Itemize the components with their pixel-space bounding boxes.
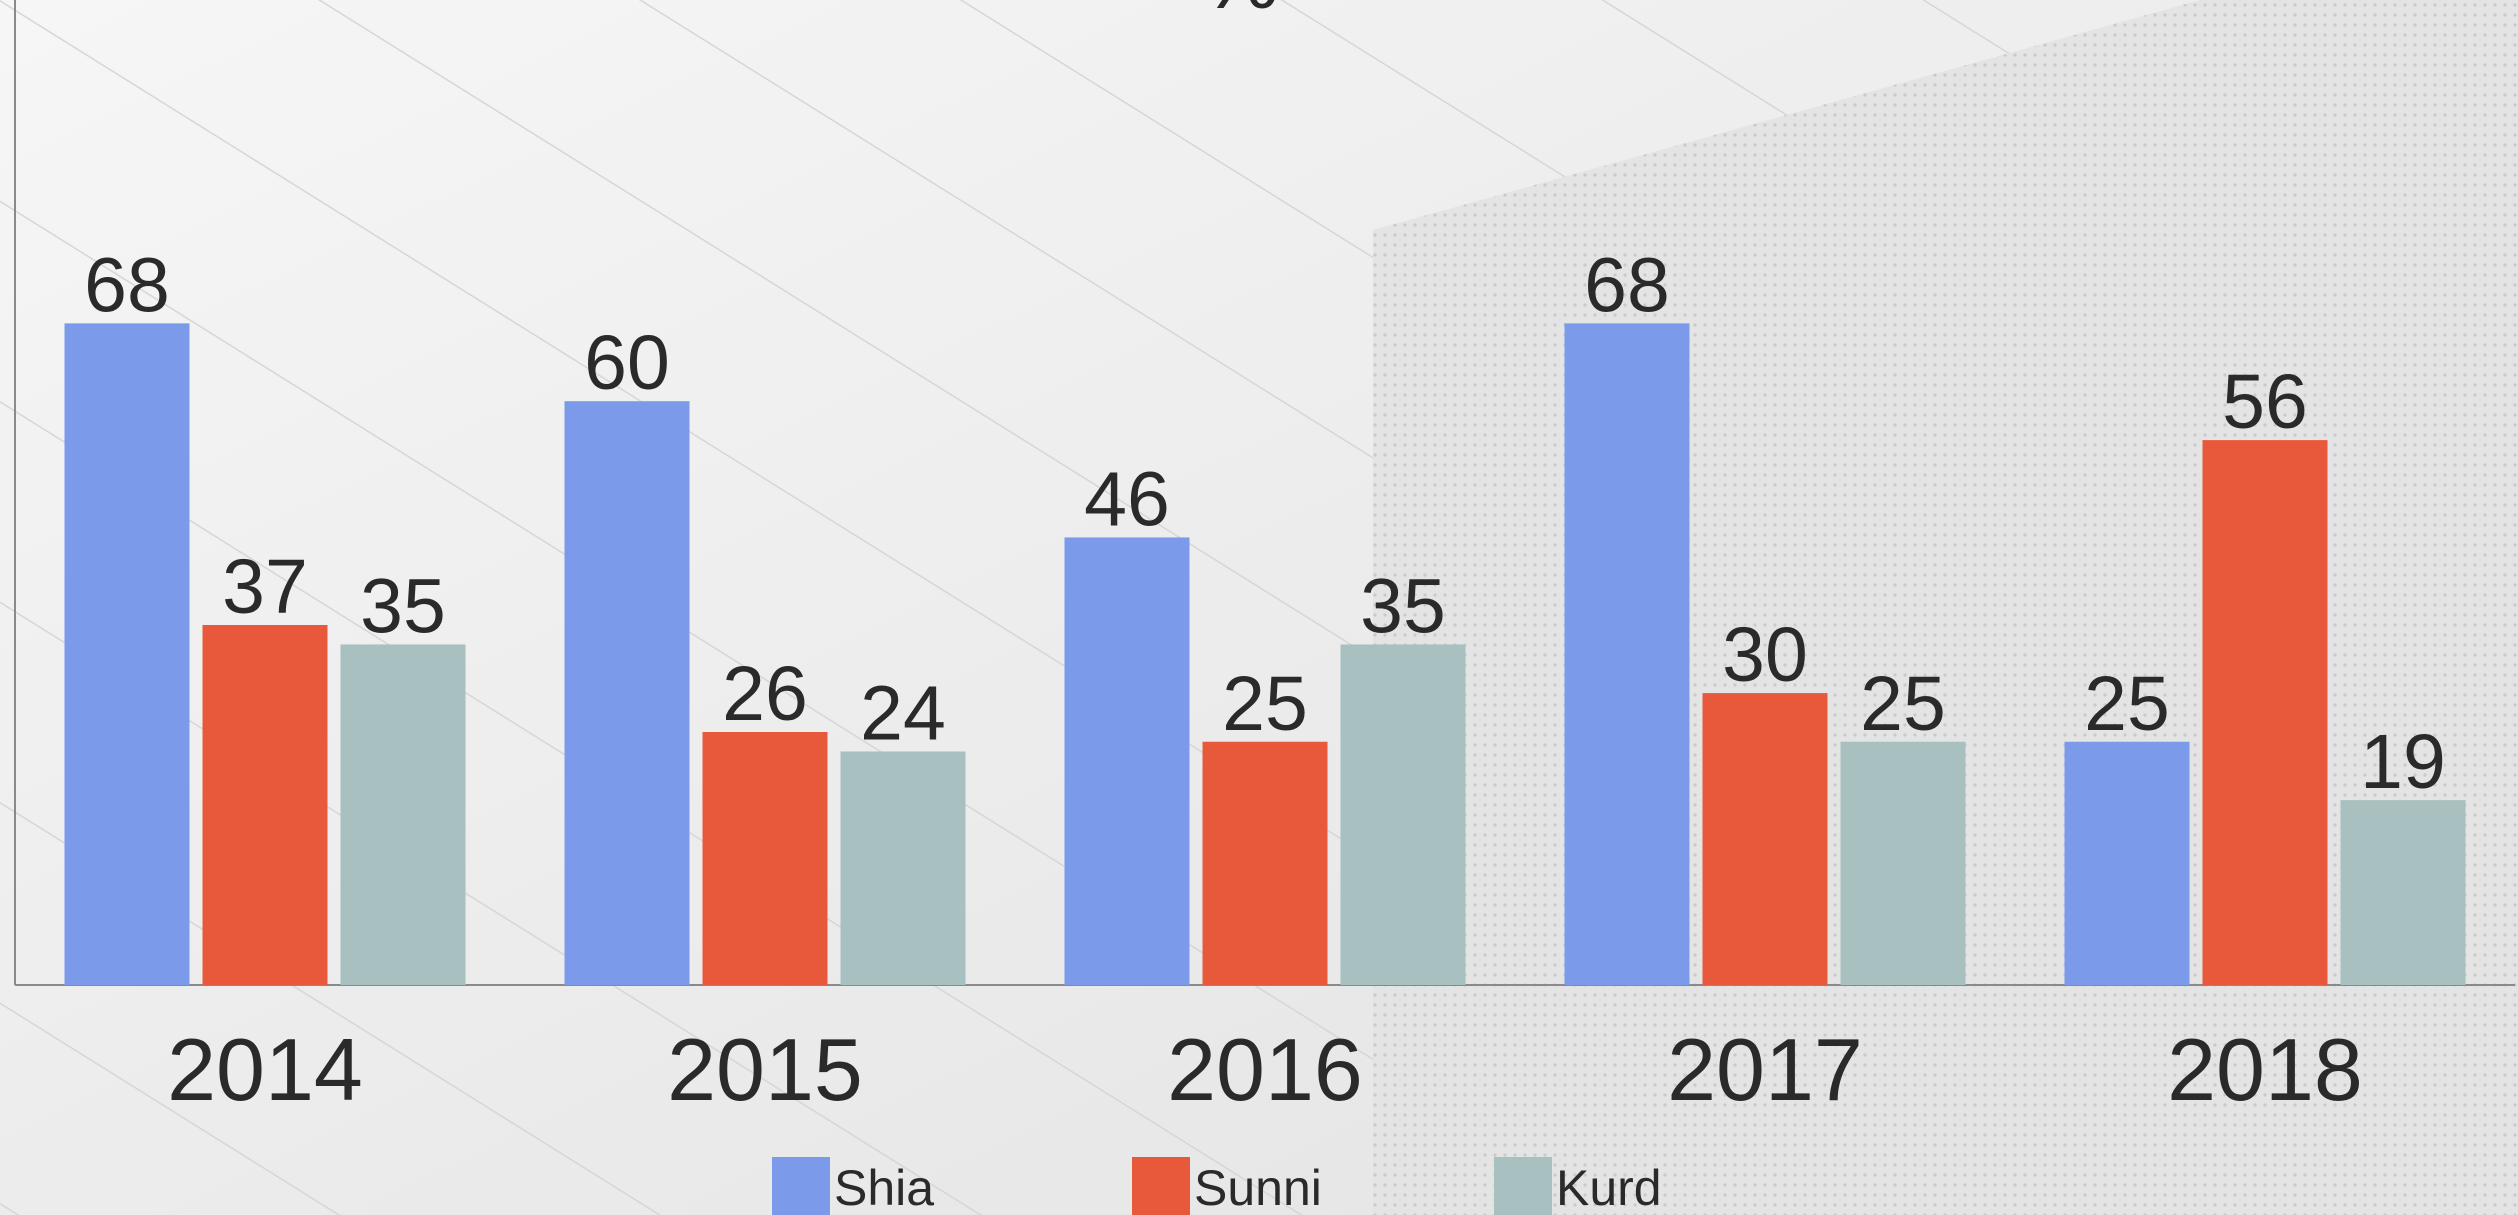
bar xyxy=(1202,741,1328,985)
x-tick-label: 2015 xyxy=(667,1020,863,1119)
data-label: 19 xyxy=(2360,719,2446,805)
x-tick-label: 2018 xyxy=(2167,1020,2363,1119)
x-tick-label: 2016 xyxy=(1167,1020,1363,1119)
bar xyxy=(64,323,190,985)
data-label: 30 xyxy=(1722,612,1808,698)
bar xyxy=(1840,741,1966,985)
bar xyxy=(1702,693,1828,985)
legend-swatch xyxy=(772,1157,830,1215)
bar xyxy=(202,624,328,985)
data-label: 60 xyxy=(584,320,670,406)
data-label: 68 xyxy=(1584,242,1670,328)
data-label: 35 xyxy=(1360,563,1446,649)
data-label: 26 xyxy=(722,651,808,737)
bar xyxy=(340,644,466,985)
legend-label: Sunni xyxy=(1194,1160,1322,1215)
x-tick-label: 2017 xyxy=(1667,1020,1863,1119)
bar xyxy=(702,732,828,985)
legend-label: Shia xyxy=(834,1160,934,1215)
data-label: 25 xyxy=(1222,661,1308,747)
bar xyxy=(840,751,966,985)
bar xyxy=(1340,644,1466,985)
bar xyxy=(1064,537,1190,985)
data-label: 25 xyxy=(1860,661,1946,747)
legend-swatch xyxy=(1494,1157,1552,1215)
data-label: 37 xyxy=(222,544,308,630)
data-label: 25 xyxy=(2084,661,2170,747)
bar xyxy=(564,401,690,985)
data-label: 35 xyxy=(360,563,446,649)
bar xyxy=(1564,323,1690,985)
data-label: 56 xyxy=(2222,359,2308,445)
data-label: 24 xyxy=(860,670,946,756)
bar xyxy=(2340,800,2466,985)
legend-label: Kurd xyxy=(1556,1160,1662,1215)
chart-title: % xyxy=(1201,0,1279,27)
x-tick-label: 2014 xyxy=(167,1020,363,1119)
data-label: 68 xyxy=(84,242,170,328)
data-label: 46 xyxy=(1084,456,1170,542)
legend-swatch xyxy=(1132,1157,1190,1215)
bar xyxy=(2064,741,2190,985)
bar xyxy=(2202,440,2328,985)
